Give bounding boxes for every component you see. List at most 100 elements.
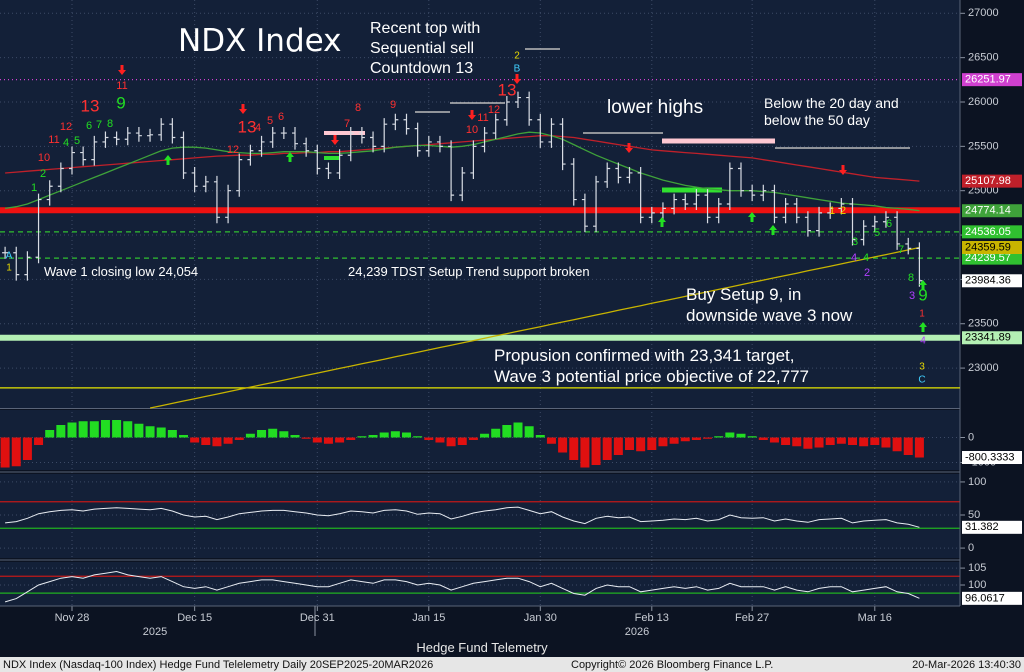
plot — [0, 65, 960, 603]
histogram-bar — [245, 433, 255, 438]
price-tag — [962, 591, 1022, 605]
td-count: 6 — [86, 120, 92, 132]
y-tick-label: 25500 — [968, 140, 999, 152]
td-count: C — [918, 375, 925, 386]
y-tick-label: 0 — [968, 542, 974, 554]
td-count: B — [514, 64, 521, 75]
signal-arrow — [513, 74, 521, 84]
price-tag — [962, 225, 1022, 239]
histogram-bar — [803, 437, 813, 449]
price-tag — [962, 251, 1022, 265]
price-tag — [962, 451, 1022, 465]
td-count: 9 — [918, 285, 927, 304]
td-count: 1 — [6, 263, 12, 274]
price-bar — [336, 149, 343, 179]
td-count: 13 — [238, 117, 257, 136]
y-tick-label: 100 — [968, 476, 986, 488]
price-tag — [962, 73, 1022, 87]
price-bar — [916, 242, 923, 287]
price-bar — [871, 215, 878, 233]
histogram-bar — [781, 437, 791, 445]
grid — [0, 0, 965, 611]
td-count: 1 — [31, 182, 37, 194]
signal-arrow — [919, 322, 927, 332]
signal-arrow — [331, 135, 339, 145]
td-count: 7 — [344, 118, 350, 130]
annotation: Recent top with — [370, 20, 480, 37]
price-bar — [158, 118, 165, 141]
price-bar — [191, 166, 198, 193]
td-count: 4 — [920, 336, 926, 347]
x-tick-label: Mar 16 — [858, 612, 892, 624]
price-bar — [593, 175, 600, 233]
histogram-bar — [870, 437, 880, 445]
td-count: 5 — [267, 115, 273, 127]
price-bar — [905, 237, 912, 255]
histogram-bar — [22, 437, 32, 460]
price-bar — [816, 206, 823, 237]
annotation: lower highs — [607, 97, 703, 118]
histogram-bar — [179, 435, 188, 438]
price-bar — [370, 131, 377, 153]
histogram-bar — [524, 426, 534, 438]
annotation: downside wave 3 now — [686, 306, 853, 325]
histogram-bar — [312, 437, 322, 443]
signal-arrow — [118, 65, 126, 75]
price-bar — [581, 193, 588, 233]
histogram-bar — [769, 437, 779, 443]
price-bar — [492, 113, 499, 140]
histogram-bar — [34, 437, 44, 445]
histogram-bar — [390, 431, 400, 438]
td-count: 9 — [390, 99, 396, 111]
price-bar — [882, 211, 889, 228]
annotation: Wave 1 closing low 24,054 — [44, 264, 198, 279]
y-tick-label: 26000 — [968, 96, 999, 108]
histogram-bar — [167, 430, 177, 438]
histogram-bar — [201, 437, 211, 445]
price-bar — [827, 202, 834, 219]
td-count: 4 — [63, 137, 69, 149]
histogram-bar — [123, 421, 133, 438]
price-tag — [962, 520, 1022, 534]
price-bar — [147, 128, 154, 142]
price-bar — [894, 211, 901, 250]
histogram-bar — [714, 436, 724, 438]
x-tick-label: Dec 15 — [177, 612, 212, 624]
footer-bar — [0, 657, 1024, 672]
histogram-bar — [602, 437, 612, 460]
td-count: A — [6, 251, 13, 262]
td-count: 4 — [255, 122, 261, 134]
histogram-bar — [647, 437, 657, 450]
price-bar — [615, 162, 622, 184]
histogram-bar — [903, 437, 913, 455]
histogram-bar — [680, 437, 690, 442]
price-tag — [962, 174, 1022, 188]
histogram-bar — [234, 437, 244, 440]
moving-average — [5, 131, 920, 212]
signal-arrow — [748, 212, 756, 222]
annotation: Below the 20 day and — [764, 95, 899, 111]
price-tag — [962, 274, 1022, 288]
histogram-bar — [636, 437, 646, 452]
y-tick-label: 0 — [968, 431, 974, 443]
price-bar — [637, 166, 644, 224]
td-count: 12 — [227, 144, 239, 156]
price-bar — [69, 146, 75, 175]
year-label: 2026 — [625, 626, 649, 638]
y-tick-label: 50 — [968, 509, 980, 521]
price-tag-label: 96.0617 — [965, 592, 1005, 604]
td-count: 5 — [74, 135, 80, 147]
oscillator-panel — [0, 474, 960, 558]
signal-arrow — [658, 217, 666, 227]
td-count: 7 — [96, 119, 102, 131]
price-bar — [403, 113, 410, 135]
price-bar — [358, 127, 365, 144]
price-bar — [57, 162, 64, 193]
histogram-bar — [580, 437, 590, 468]
td-count: 3 — [909, 290, 915, 302]
histogram-bar — [45, 430, 55, 438]
price-bar — [425, 135, 432, 157]
annotation: Propusion confirmed with 23,341 target, — [494, 346, 795, 365]
histogram-bar — [290, 435, 300, 438]
